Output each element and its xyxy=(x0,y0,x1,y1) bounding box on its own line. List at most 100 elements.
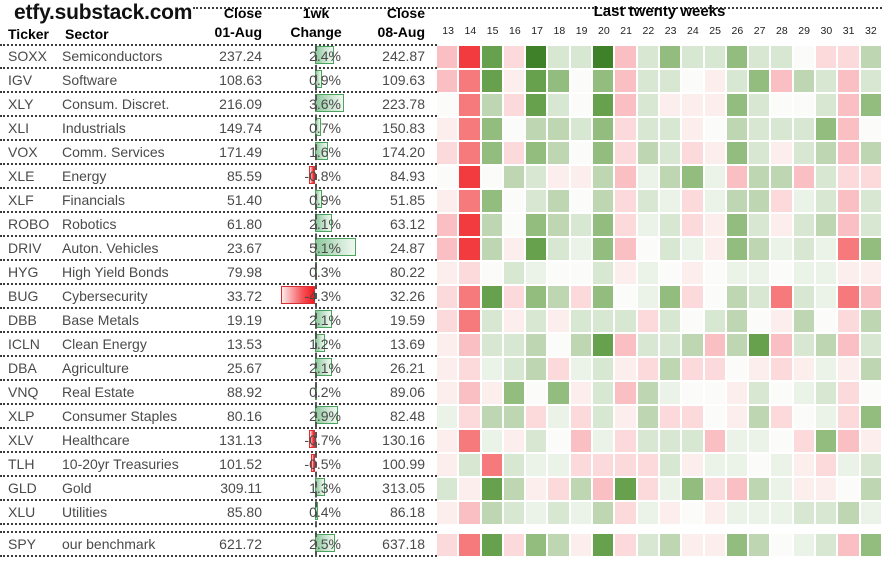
heatmap-cell xyxy=(593,502,614,524)
heatmap-cell xyxy=(548,382,569,404)
heatmap-cell xyxy=(749,214,770,236)
heatmap-cell xyxy=(838,502,859,524)
heatmap-cell xyxy=(437,262,458,284)
heatmap-cell xyxy=(503,286,525,308)
heatmap-cell xyxy=(659,502,681,524)
change-cell: 2.4% xyxy=(262,44,355,68)
heatmap-cell xyxy=(659,534,681,556)
column-header-sector: Sector xyxy=(65,26,109,42)
change-value: 5.1% xyxy=(309,240,341,256)
column-header-close-cur-line1: Close xyxy=(386,5,425,21)
table-row: DBB Base Metals 19.19 2.1% 19.59 xyxy=(0,309,437,333)
heatmap-cell xyxy=(838,262,859,284)
heatmap-cell xyxy=(615,70,636,92)
heatmap-cell xyxy=(503,534,525,556)
heatmap-cell xyxy=(704,382,725,404)
heatmap-cell xyxy=(659,430,681,452)
close-cur-cell: 82.48 xyxy=(389,408,425,424)
heatmap-cell xyxy=(593,310,614,332)
heatmap-cell xyxy=(771,238,792,260)
heatmap-cell xyxy=(771,190,792,212)
change-cell: 2.1% xyxy=(262,356,355,380)
heatmap-cell xyxy=(793,534,815,556)
sector-cell: Robotics xyxy=(62,216,117,232)
heatmap-cell xyxy=(526,286,547,308)
heatmap-cell xyxy=(570,166,592,188)
heatmap-cell xyxy=(726,286,748,308)
heatmap-cell xyxy=(704,502,725,524)
week-number-label: 29 xyxy=(798,25,810,37)
week-number-label: 30 xyxy=(820,25,833,37)
change-cell: 2.9% xyxy=(262,404,355,428)
heatmap-cell xyxy=(793,358,815,380)
heatmap-cell xyxy=(548,142,569,164)
change-cell: 1.6% xyxy=(262,140,355,164)
week-number-label: 23 xyxy=(664,25,677,37)
heatmap-cell xyxy=(615,190,636,212)
heatmap-cell xyxy=(637,262,658,284)
heatmap-row xyxy=(437,285,882,309)
sector-cell: Cybersecurity xyxy=(62,288,148,304)
heatmap-cell xyxy=(570,46,592,68)
ticker-table-body: SOXX Semiconductors 237.24 2.4% 242.87 IGV Sof… xyxy=(0,45,437,557)
heatmap-cell xyxy=(838,454,859,476)
heatmap-cell xyxy=(526,262,547,284)
change-value: 2.4% xyxy=(309,48,341,64)
heatmap-cell xyxy=(816,118,837,140)
heatmap-cell xyxy=(749,406,770,428)
heatmap-cell xyxy=(615,382,636,404)
column-header-close-prev-line2: 01-Aug xyxy=(214,24,262,40)
heatmap-cell xyxy=(593,382,614,404)
heatmap-cell xyxy=(615,534,636,556)
column-header-ticker: Ticker xyxy=(8,26,49,42)
heatmap-cell xyxy=(682,334,703,356)
week-number-label: 28 xyxy=(776,25,788,37)
heatmap-cell xyxy=(526,70,547,92)
heatmap-cell xyxy=(771,94,792,116)
close-cur-cell: 242.87 xyxy=(382,48,425,64)
heatmap-cell xyxy=(637,70,658,92)
heatmap-cell xyxy=(570,358,592,380)
heatmap-cell xyxy=(793,430,815,452)
heatmap-cell xyxy=(637,430,658,452)
heatmap-cell xyxy=(437,454,458,476)
heatmap-cell xyxy=(459,166,480,188)
close-prev-cell: 171.49 xyxy=(219,144,262,160)
heatmap-cell xyxy=(593,334,614,356)
heatmap-cell xyxy=(481,142,502,164)
heatmap-cell xyxy=(659,94,681,116)
heatmap-cell xyxy=(570,502,592,524)
heatmap-cell xyxy=(637,478,658,500)
heatmap-cell xyxy=(437,502,458,524)
heatmap-cell xyxy=(593,358,614,380)
heatmap-cell xyxy=(570,262,592,284)
heatmap-cell xyxy=(437,478,458,500)
heatmap-cell xyxy=(437,166,458,188)
heatmap-cell xyxy=(771,310,792,332)
change-value: 2.5% xyxy=(309,536,341,552)
heatmap-cell xyxy=(860,118,881,140)
heatmap-cell xyxy=(793,70,815,92)
heatmap-cell xyxy=(726,454,748,476)
heatmap-cell xyxy=(615,142,636,164)
table-row: XLP Consumer Staples 80.16 2.9% 82.48 xyxy=(0,405,437,429)
heatmap-cell xyxy=(570,190,592,212)
heatmap-cell xyxy=(593,46,614,68)
heatmap-cell xyxy=(749,502,770,524)
heatmap-cell xyxy=(503,334,525,356)
heatmap-cell xyxy=(481,310,502,332)
heatmap-cell xyxy=(526,454,547,476)
heatmap-cell xyxy=(860,534,881,556)
heatmap-cell xyxy=(860,478,881,500)
heatmap-cell xyxy=(437,46,458,68)
heatmap-cell xyxy=(749,454,770,476)
heatmap-cell xyxy=(838,382,859,404)
close-prev-cell: 33.72 xyxy=(226,288,262,304)
heatmap-cell xyxy=(726,502,748,524)
heatmap-cell xyxy=(437,214,458,236)
heatmap-cell xyxy=(503,214,525,236)
heatmap-cell xyxy=(860,286,881,308)
heatmap-cell xyxy=(459,142,480,164)
ticker-cell: DBA xyxy=(8,360,37,376)
